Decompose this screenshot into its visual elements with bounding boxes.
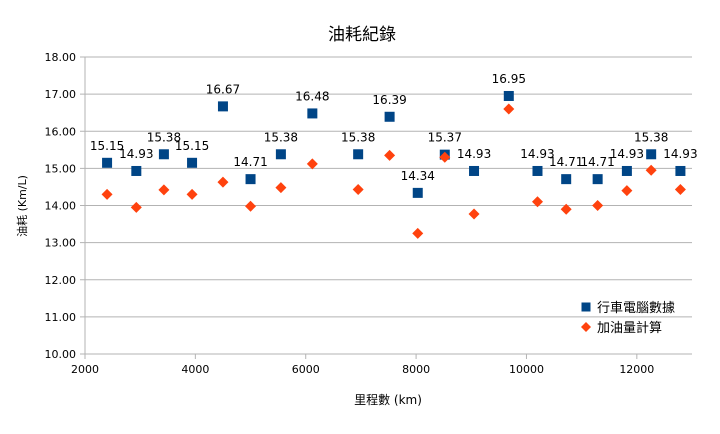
axes: 10.00 11.00 12.00 13.00 14.00 15.00 16.00 17.00… <box>45 51 692 376</box>
data-label: 14.93 <box>520 147 554 161</box>
y-tick-label: 14.00 <box>45 200 77 213</box>
data-label: 14.93 <box>119 147 153 161</box>
y-tick-label: 16.00 <box>45 125 77 138</box>
data-point-square <box>561 174 572 185</box>
data-point-square <box>469 165 480 176</box>
x-tick-label: 4000 <box>181 363 209 376</box>
data-point-diamond <box>621 185 633 197</box>
data-point-square <box>503 90 514 101</box>
data-point-diamond <box>130 201 142 213</box>
y-axis-title: 油耗 (Km/L) <box>15 175 29 237</box>
data-label: 15.38 <box>341 130 375 144</box>
series-1: 15.1514.9315.3815.1516.6714.7115.3816.48… <box>90 72 698 198</box>
data-label: 16.39 <box>372 93 406 107</box>
x-tick-label: 6000 <box>292 363 320 376</box>
data-label: 14.71 <box>549 155 583 169</box>
x-tick-label: 12000 <box>619 363 654 376</box>
data-point-diamond <box>384 149 396 161</box>
data-label: 15.15 <box>90 139 124 153</box>
data-point-square <box>217 101 228 112</box>
data-point-diamond <box>186 188 198 200</box>
legend-label: 加油量計算 <box>597 320 662 336</box>
data-point-square <box>158 149 169 160</box>
data-label: 15.38 <box>147 130 181 144</box>
data-label: 14.71 <box>580 155 614 169</box>
data-point-diamond <box>158 184 170 196</box>
y-tick-label: 15.00 <box>45 162 77 175</box>
x-tick-label: 2000 <box>71 363 99 376</box>
data-point-square <box>412 187 423 198</box>
data-point-diamond <box>503 103 515 115</box>
legend-marker-square <box>581 302 591 312</box>
data-label: 15.38 <box>634 130 668 144</box>
legend-label: 行車電腦數據 <box>597 301 675 316</box>
data-point-diamond <box>245 200 257 212</box>
data-point-diamond <box>531 196 543 208</box>
data-label: 16.48 <box>295 89 329 103</box>
data-label: 15.38 <box>264 130 298 144</box>
data-point-diamond <box>560 203 572 215</box>
data-point-square <box>131 165 142 176</box>
data-point-square <box>245 174 256 185</box>
data-point-square <box>187 157 198 168</box>
x-tick-label: 10000 <box>509 363 544 376</box>
data-label: 14.93 <box>457 147 491 161</box>
data-point-diamond <box>439 151 451 163</box>
data-point-square <box>275 149 286 160</box>
data-point-diamond <box>645 164 657 176</box>
chart-title: 油耗紀錄 <box>328 25 396 45</box>
data-label: 14.93 <box>610 147 644 161</box>
data-point-square <box>532 165 543 176</box>
data-label: 16.95 <box>492 72 526 86</box>
data-point-diamond <box>592 200 604 211</box>
data-point-square <box>621 165 632 176</box>
data-point-diamond <box>306 158 318 170</box>
data-point-square <box>353 149 364 160</box>
data-point-diamond <box>352 184 364 196</box>
data-point-square <box>102 157 113 168</box>
data-label: 15.37 <box>428 131 462 145</box>
data-point-diamond <box>412 227 424 239</box>
data-series: 15.1514.9315.3815.1516.6714.7115.3816.48… <box>90 72 698 239</box>
y-tick-label: 13.00 <box>45 237 77 250</box>
series-2 <box>101 103 686 239</box>
data-label: 16.67 <box>206 82 240 96</box>
data-label: 14.93 <box>663 147 697 161</box>
y-tick-label: 12.00 <box>45 274 77 287</box>
y-tick-label: 17.00 <box>45 88 77 101</box>
x-axis-title: 里程數 (km) <box>354 392 422 407</box>
y-tick-label: 11.00 <box>45 311 77 324</box>
data-point-square <box>592 174 603 185</box>
data-point-diamond <box>674 184 686 196</box>
legend-marker-diamond <box>581 322 591 332</box>
data-label: 14.71 <box>233 155 267 169</box>
x-tick-label: 8000 <box>402 363 430 376</box>
y-tick-label: 10.00 <box>45 348 77 361</box>
data-point-diamond <box>275 182 287 194</box>
data-point-square <box>307 108 318 119</box>
data-point-square <box>384 111 395 122</box>
data-point-diamond <box>217 176 229 188</box>
data-label: 15.15 <box>175 139 209 153</box>
y-tick-label: 18.00 <box>45 51 77 64</box>
data-point-diamond <box>101 188 113 200</box>
data-point-square <box>675 165 686 176</box>
data-label: 14.34 <box>401 169 435 183</box>
grid-lines <box>85 56 692 355</box>
data-point-square <box>646 149 657 160</box>
data-point-diamond <box>468 208 480 220</box>
